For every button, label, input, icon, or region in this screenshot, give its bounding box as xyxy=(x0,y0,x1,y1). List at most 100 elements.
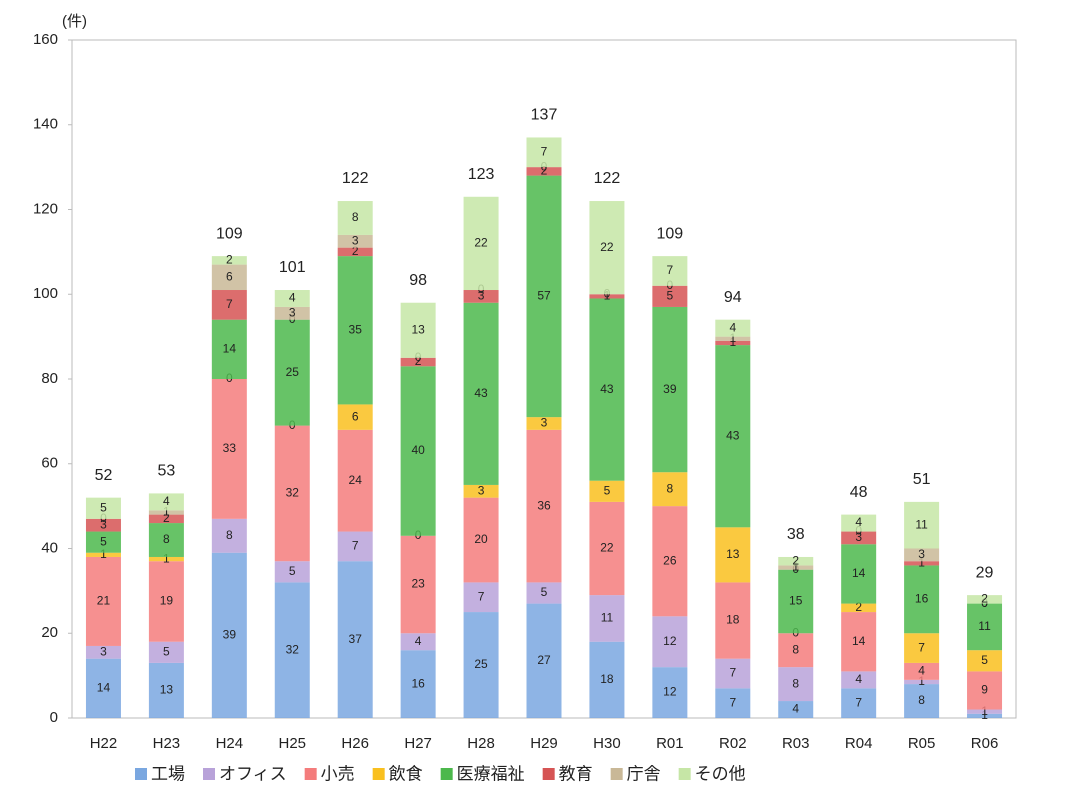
y-tick-label: 0 xyxy=(50,709,58,726)
bar-segment xyxy=(274,561,310,583)
total-label: 29 xyxy=(976,564,994,581)
total-label: 94 xyxy=(724,289,742,306)
y-tick-label: 160 xyxy=(33,31,58,48)
y-tick-label: 100 xyxy=(33,285,58,302)
x-tick-label: H25 xyxy=(279,735,307,752)
bar-segment xyxy=(904,501,940,549)
segment-label: 9 xyxy=(981,683,988,697)
bar-segment xyxy=(85,518,121,532)
segment-label: 6 xyxy=(226,269,233,283)
total-label: 109 xyxy=(657,225,684,242)
segment-label: 1 xyxy=(918,674,925,688)
bar-segment xyxy=(778,701,814,718)
bar-segment xyxy=(211,379,247,519)
segment-label: 8 xyxy=(226,528,233,542)
segment-label: 5 xyxy=(100,534,107,548)
bar-segment xyxy=(85,497,121,519)
bar-segment xyxy=(400,357,436,367)
legend-swatch xyxy=(304,768,317,780)
segment-label: 8 xyxy=(163,532,170,546)
total-label: 122 xyxy=(594,170,621,187)
bar-segment xyxy=(904,679,940,685)
segment-label: 2 xyxy=(415,354,422,368)
segment-label: 3 xyxy=(289,305,296,319)
y-tick-label: 140 xyxy=(33,116,58,133)
bar-segment xyxy=(715,527,751,583)
bar-segment xyxy=(778,667,814,702)
x-tick-label: R03 xyxy=(782,735,810,752)
legend-label: 工場 xyxy=(151,764,185,783)
segment-label: 32 xyxy=(286,642,300,656)
bar-segment xyxy=(904,633,940,663)
bar-segment xyxy=(715,688,751,718)
segment-label: 3 xyxy=(478,483,485,497)
bar-segment xyxy=(526,137,562,168)
bar-segment xyxy=(337,234,373,248)
segment-label: 7 xyxy=(729,695,736,709)
bar-segment xyxy=(337,531,373,562)
bar-segment xyxy=(652,506,688,617)
bar-segment xyxy=(526,582,562,604)
x-tick-label: R02 xyxy=(719,735,747,752)
bar-segment xyxy=(463,612,499,718)
bar-segment xyxy=(337,201,373,235)
bar-segment xyxy=(715,345,751,528)
bar-segment xyxy=(211,256,247,265)
bar-segment xyxy=(841,603,877,613)
segment-label: 19 xyxy=(160,594,174,608)
x-tick-label: H26 xyxy=(341,735,369,752)
bar-segment xyxy=(463,497,499,583)
segment-label: 8 xyxy=(792,642,799,656)
segment-label: 4 xyxy=(792,702,799,716)
bar-segment xyxy=(715,658,751,689)
segment-label: 25 xyxy=(286,365,300,379)
segment-label: 4 xyxy=(855,672,862,686)
total-label: 137 xyxy=(531,107,558,124)
bar-segment xyxy=(274,306,310,320)
bar-segment xyxy=(589,298,625,481)
total-label: 53 xyxy=(158,463,176,480)
legend-label: 小売 xyxy=(321,764,355,783)
segment-label: 1 xyxy=(792,560,799,574)
bar-segment xyxy=(148,493,184,511)
segment-label: 25 xyxy=(474,657,488,671)
bar-segment xyxy=(337,404,373,430)
segment-label: 22 xyxy=(474,236,488,250)
bar-segment xyxy=(904,684,940,718)
bar-segment xyxy=(589,595,625,642)
segment-label: 5 xyxy=(541,585,548,599)
bar-segment xyxy=(841,544,877,604)
legend-label: オフィス xyxy=(219,764,287,783)
segment-label: 40 xyxy=(411,443,425,457)
total-label: 51 xyxy=(913,471,931,488)
segment-label: 14 xyxy=(223,342,237,356)
x-tick-label: R06 xyxy=(971,735,999,752)
x-tick-label: H22 xyxy=(90,735,118,752)
segment-label: 3 xyxy=(352,233,359,247)
bar-segment xyxy=(148,514,184,524)
bar-segment xyxy=(337,247,373,257)
segment-label: 16 xyxy=(411,676,425,690)
y-tick-label: 40 xyxy=(41,539,58,556)
segment-label: 32 xyxy=(286,486,300,500)
bar-segment xyxy=(463,302,499,485)
bar-segment xyxy=(715,336,751,341)
x-tick-label: H23 xyxy=(153,735,181,752)
total-label: 98 xyxy=(409,272,427,289)
segment-label: 13 xyxy=(411,322,425,336)
bar-segment xyxy=(715,340,751,346)
legend-swatch xyxy=(440,768,453,780)
legend-swatch xyxy=(135,768,147,780)
segment-label: 33 xyxy=(223,441,237,455)
segment-label: 1 xyxy=(981,708,988,722)
bar-segment xyxy=(904,662,940,680)
segment-label: 27 xyxy=(537,653,551,667)
bar-segment xyxy=(652,285,688,307)
segment-label: 7 xyxy=(478,589,485,603)
bar-segment xyxy=(337,256,373,405)
segment-label: 20 xyxy=(474,532,488,546)
segment-label: 18 xyxy=(600,672,614,686)
bar-segment xyxy=(652,306,688,473)
bar-segment xyxy=(841,531,877,545)
segment-label: 8 xyxy=(792,676,799,690)
